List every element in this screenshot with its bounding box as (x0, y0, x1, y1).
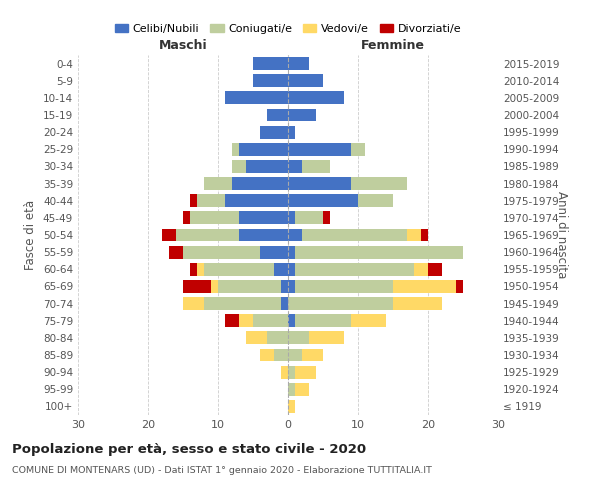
Bar (197, 194, 225, 207)
Bar (302, 348, 323, 362)
Bar (274, 348, 288, 362)
Bar (428, 263, 442, 276)
Bar (260, 126, 288, 138)
Text: Maschi: Maschi (158, 38, 208, 52)
Bar (239, 228, 288, 241)
Bar (288, 280, 295, 293)
Bar (246, 160, 288, 173)
Bar (393, 280, 456, 293)
Bar (351, 177, 407, 190)
Bar (218, 280, 281, 293)
Bar (302, 160, 330, 173)
Bar (288, 177, 351, 190)
Bar (253, 74, 288, 87)
Bar (197, 263, 204, 276)
Bar (232, 143, 239, 156)
Bar (288, 246, 295, 258)
Bar (456, 280, 463, 293)
Bar (288, 383, 295, 396)
Bar (183, 246, 260, 258)
Bar (225, 314, 239, 327)
Bar (162, 228, 176, 241)
Bar (253, 57, 288, 70)
Bar (288, 143, 351, 156)
Bar (204, 263, 274, 276)
Bar (288, 160, 302, 173)
Bar (295, 314, 351, 327)
Bar (288, 348, 302, 362)
Bar (183, 212, 190, 224)
Bar (288, 108, 316, 122)
Bar (288, 263, 295, 276)
Bar (176, 228, 239, 241)
Bar (288, 297, 393, 310)
Bar (204, 297, 281, 310)
Bar (267, 108, 288, 122)
Bar (190, 194, 197, 207)
Bar (225, 92, 288, 104)
Bar (190, 263, 197, 276)
Bar (288, 212, 295, 224)
Bar (309, 332, 344, 344)
Bar (274, 263, 288, 276)
Bar (267, 332, 288, 344)
Bar (183, 280, 211, 293)
Text: Popolazione per età, sesso e stato civile - 2020: Popolazione per età, sesso e stato civil… (12, 442, 366, 456)
Bar (288, 228, 302, 241)
Bar (246, 332, 267, 344)
Bar (358, 194, 393, 207)
Bar (288, 92, 344, 104)
Bar (393, 297, 442, 310)
Bar (288, 400, 295, 413)
Bar (183, 297, 204, 310)
Bar (225, 194, 288, 207)
Bar (169, 246, 183, 258)
Bar (323, 212, 330, 224)
Bar (288, 126, 295, 138)
Bar (302, 228, 407, 241)
Bar (281, 280, 288, 293)
Bar (232, 160, 246, 173)
Bar (288, 314, 295, 327)
Bar (260, 348, 274, 362)
Bar (281, 366, 288, 378)
Bar (288, 57, 309, 70)
Bar (351, 314, 386, 327)
Bar (281, 297, 288, 310)
Bar (232, 177, 288, 190)
Bar (421, 228, 428, 241)
Text: Femmine: Femmine (361, 38, 425, 52)
Bar (239, 143, 288, 156)
Bar (204, 177, 232, 190)
Bar (190, 212, 239, 224)
Bar (288, 332, 309, 344)
Legend: Celibi/Nubili, Coniugati/e, Vedovi/e, Divorziati/e: Celibi/Nubili, Coniugati/e, Vedovi/e, Di… (110, 19, 466, 38)
Bar (239, 212, 288, 224)
Bar (414, 263, 428, 276)
Bar (351, 143, 365, 156)
Bar (295, 383, 309, 396)
Bar (253, 314, 288, 327)
Bar (260, 246, 288, 258)
Bar (288, 366, 295, 378)
Bar (407, 228, 421, 241)
Bar (295, 280, 393, 293)
Bar (295, 246, 463, 258)
Bar (239, 314, 253, 327)
Bar (288, 74, 323, 87)
Bar (295, 263, 414, 276)
Bar (211, 280, 218, 293)
Bar (295, 366, 316, 378)
Bar (295, 212, 323, 224)
Bar (288, 194, 358, 207)
Y-axis label: Fasce di età: Fasce di età (25, 200, 37, 270)
Y-axis label: Anni di nascita: Anni di nascita (555, 192, 568, 278)
Text: COMUNE DI MONTENARS (UD) - Dati ISTAT 1° gennaio 2020 - Elaborazione TUTTITALIA.: COMUNE DI MONTENARS (UD) - Dati ISTAT 1°… (12, 466, 432, 475)
